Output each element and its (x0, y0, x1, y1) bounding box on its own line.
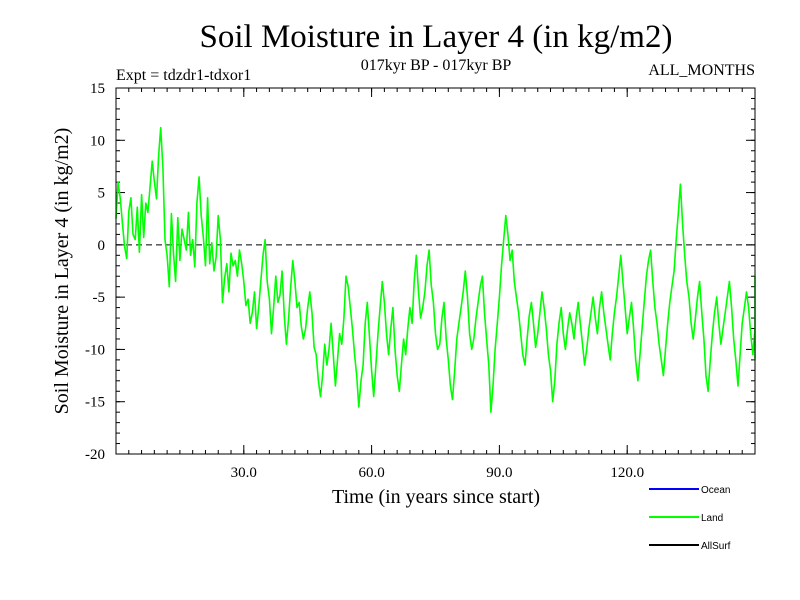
legend: Ocean Land AllSurf (649, 485, 731, 552)
x-tick-label: 60.0 (358, 465, 384, 481)
y-tick-label: 5 (98, 186, 106, 202)
axis-tick-labels: 30.0 60.0 90.0 120.0 15 10 5 0 -5 -10 -15 -20 (85, 81, 644, 481)
y-tick-label: -20 (85, 447, 105, 463)
legend-label-land: Land (701, 513, 723, 524)
months-label: ALL_MONTHS (648, 62, 755, 79)
experiment-label: Expt = tdzdr1-tdxor1 (116, 67, 251, 84)
x-axis-label: Time (in years since start) (332, 486, 540, 508)
y-tick-label: 0 (98, 238, 106, 254)
legend-label-allsurf: AllSurf (701, 541, 731, 552)
x-tick-label: 90.0 (486, 465, 512, 481)
legend-label-ocean: Ocean (701, 485, 730, 496)
plot-frame (115, 87, 756, 455)
series-line-land (115, 126, 756, 414)
x-tick-label: 30.0 (231, 465, 257, 481)
y-axis-label: Soil Moisture in Layer 4 (in kg/m2) (51, 128, 73, 415)
y-tick-label: -5 (93, 290, 106, 306)
y-tick-label: -10 (85, 342, 105, 358)
x-tick-label: 120.0 (610, 465, 644, 481)
y-tick-label: 10 (90, 133, 105, 149)
chart-title: Soil Moisture in Layer 4 (in kg/m2) (200, 19, 673, 55)
period-label: 017kyr BP - 017kyr BP (361, 57, 512, 74)
y-tick-label: 15 (90, 81, 105, 97)
y-tick-label: -15 (85, 395, 105, 411)
axis-ticks (116, 87, 755, 455)
